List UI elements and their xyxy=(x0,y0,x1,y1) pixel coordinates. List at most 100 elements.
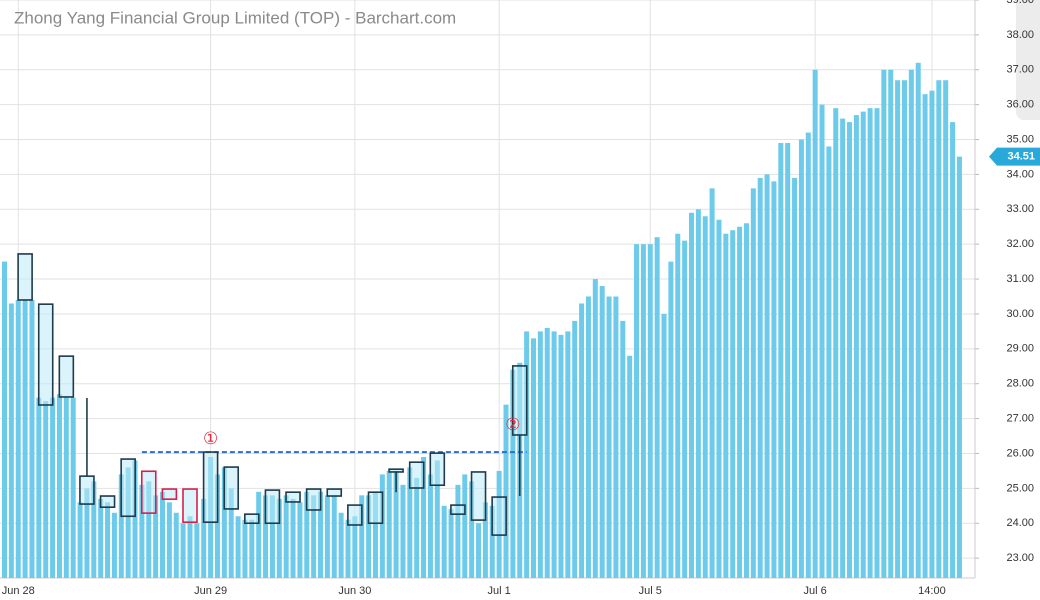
y-tick-label: 34.00 xyxy=(1006,168,1034,180)
bar xyxy=(737,226,743,579)
bar xyxy=(860,111,866,578)
y-tick-label: 25.00 xyxy=(1006,482,1034,494)
bar xyxy=(91,481,97,578)
price-tag xyxy=(989,147,1040,166)
bar xyxy=(730,230,736,578)
chart-title: Zhong Yang Financial Group Limited (TOP)… xyxy=(14,8,456,27)
bar xyxy=(84,488,90,578)
bar xyxy=(269,495,275,578)
bar xyxy=(922,94,928,579)
bar xyxy=(43,401,49,578)
bar xyxy=(853,115,859,579)
bar xyxy=(56,394,62,578)
bar xyxy=(160,491,166,578)
box xyxy=(491,496,507,536)
box xyxy=(223,466,240,510)
bar xyxy=(634,244,640,579)
bar xyxy=(551,331,557,578)
annotation: ① xyxy=(203,429,218,448)
bar xyxy=(833,108,839,578)
y-tick-label: 30.00 xyxy=(1006,308,1034,320)
bar xyxy=(421,456,427,578)
bar xyxy=(709,188,715,579)
bar xyxy=(943,80,949,578)
box xyxy=(450,504,466,515)
bar xyxy=(214,474,220,578)
bar xyxy=(187,516,193,578)
bar xyxy=(29,299,35,578)
bar xyxy=(15,299,21,578)
y-tick-label: 27.00 xyxy=(1006,412,1034,424)
bar xyxy=(345,519,351,578)
bar xyxy=(276,498,282,578)
y-tick-label: 38.00 xyxy=(1006,29,1034,41)
bar xyxy=(111,512,117,578)
bar xyxy=(366,495,372,578)
bar xyxy=(324,495,330,578)
bar xyxy=(757,177,763,578)
bar xyxy=(290,498,296,578)
bar xyxy=(874,108,880,578)
bar xyxy=(771,181,777,578)
bar xyxy=(826,146,832,578)
bar xyxy=(510,369,516,578)
bar xyxy=(50,397,56,578)
bar xyxy=(414,477,420,578)
bar xyxy=(242,519,248,578)
box xyxy=(305,488,322,511)
box xyxy=(408,461,425,489)
x-tick-label: 14:00 xyxy=(918,585,946,597)
bar xyxy=(489,505,495,578)
bar xyxy=(647,244,653,579)
box xyxy=(470,471,487,521)
bar xyxy=(125,467,131,578)
bar xyxy=(482,502,488,578)
bar xyxy=(256,491,262,578)
bar xyxy=(379,474,385,578)
bar xyxy=(469,481,475,578)
y-tick-label: 37.00 xyxy=(1006,64,1034,76)
bar xyxy=(146,481,152,578)
bar xyxy=(585,296,591,578)
bar xyxy=(750,188,756,579)
bar xyxy=(524,331,530,578)
bar xyxy=(668,261,674,578)
bar xyxy=(352,516,358,578)
bar xyxy=(201,498,207,578)
bar xyxy=(8,303,14,578)
bar xyxy=(847,122,853,579)
box xyxy=(264,489,281,525)
bar xyxy=(22,299,28,578)
box xyxy=(99,495,116,508)
bar xyxy=(901,80,907,578)
bar xyxy=(695,209,701,579)
bar xyxy=(386,470,392,578)
x-tick-label: Jun 29 xyxy=(194,585,227,597)
bar xyxy=(929,90,935,578)
bar xyxy=(812,69,818,578)
bar xyxy=(798,139,804,578)
bar xyxy=(558,334,564,578)
bar xyxy=(304,491,310,578)
bar xyxy=(400,484,406,578)
bar xyxy=(840,118,846,578)
box xyxy=(182,488,198,523)
bar xyxy=(640,244,646,579)
bar xyxy=(331,495,337,578)
box xyxy=(326,488,343,497)
bar xyxy=(173,512,179,578)
bar xyxy=(716,219,722,578)
y-tick-label: 26.00 xyxy=(1006,447,1034,459)
bar xyxy=(620,320,626,578)
bar xyxy=(2,261,7,578)
box xyxy=(58,355,75,398)
y-tick-label: 31.00 xyxy=(1006,273,1034,285)
bar xyxy=(785,143,791,578)
bar xyxy=(661,313,667,578)
bar xyxy=(764,174,770,578)
bar xyxy=(565,331,571,578)
box xyxy=(367,491,384,525)
bar xyxy=(689,212,694,578)
x-tick-label: Jul 1 xyxy=(488,585,511,597)
bar xyxy=(682,240,688,578)
